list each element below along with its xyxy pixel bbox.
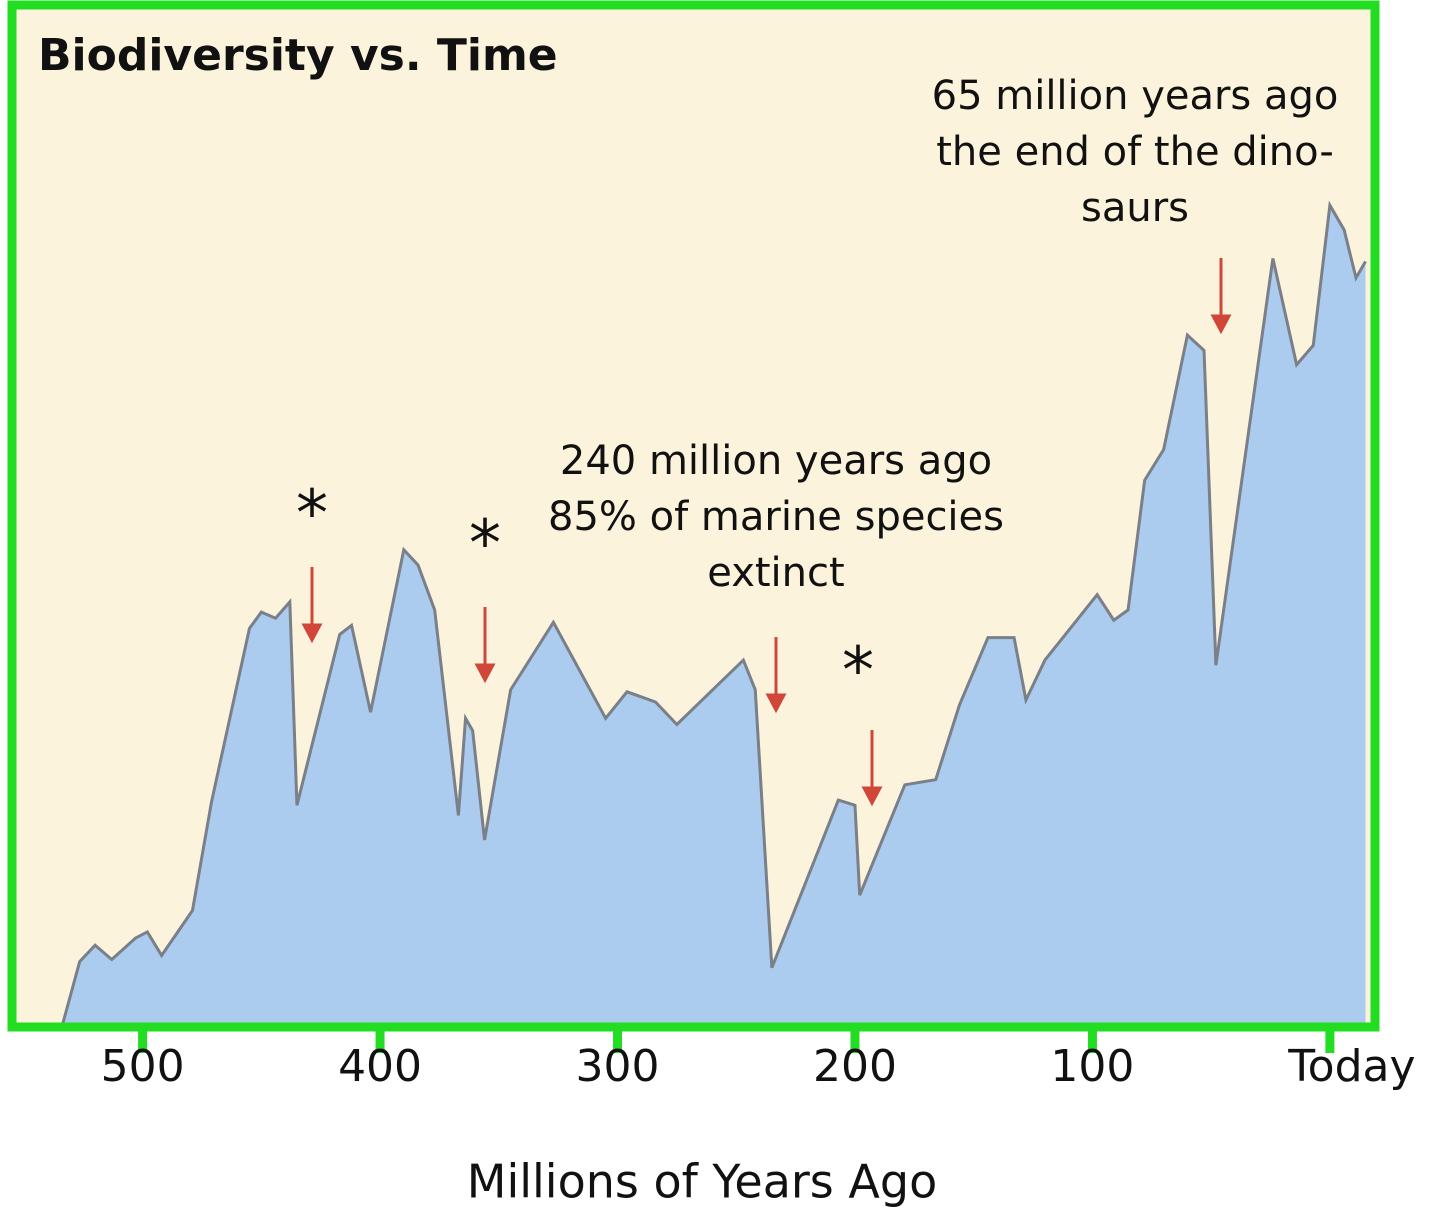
x-tick-label: Today	[1287, 1041, 1415, 1092]
annotation: 85% of marine species	[548, 494, 1004, 540]
chart-title: Biodiversity vs. Time	[38, 30, 558, 81]
extinction-marker: *	[842, 635, 874, 709]
x-tick-label: 100	[1050, 1041, 1134, 1092]
arrows	[301, 258, 1232, 807]
extinction-marker: *	[296, 478, 328, 552]
plot-frame	[7, 0, 1380, 1032]
annotation: saurs	[1081, 185, 1189, 231]
area-line	[60, 200, 1367, 1028]
annotation: 65 million years ago	[932, 73, 1339, 119]
x-tick-label: 400	[338, 1041, 422, 1092]
extinction-marker: *	[469, 508, 501, 582]
x-axis-label: Millions of Years Ago	[467, 1155, 937, 1209]
annotation: 240 million years ago	[560, 438, 992, 484]
annotation: extinct	[707, 550, 844, 596]
annotation: the end of the dino-	[936, 129, 1334, 175]
x-tick-label: 500	[101, 1041, 185, 1092]
x-tick-label: 200	[813, 1041, 897, 1092]
x-tick-label: 300	[576, 1041, 660, 1092]
area-fill	[61, 205, 1366, 1027]
